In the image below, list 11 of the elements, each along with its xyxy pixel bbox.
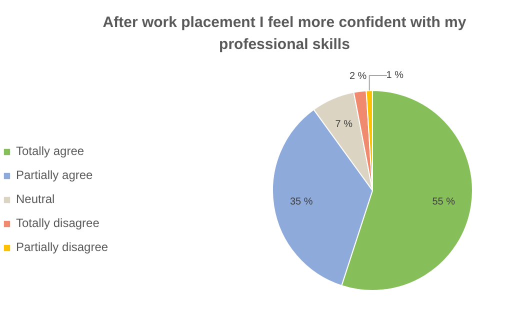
data-label: 35 % — [290, 196, 313, 208]
legend-label: Totally agree — [16, 144, 84, 158]
data-label: 7 % — [335, 118, 353, 130]
legend-label: Partially agree — [16, 168, 93, 182]
legend-label: Partially disagree — [16, 240, 108, 254]
legend-label: Totally disagree — [16, 216, 100, 230]
data-label: 2 % — [349, 70, 367, 82]
chart-title: After work placement I feel more confident with my professional skills — [102, 14, 467, 53]
legend-label: Neutral — [16, 192, 55, 206]
data-label: 55 % — [432, 196, 456, 208]
data-label: 1 % — [386, 70, 404, 82]
